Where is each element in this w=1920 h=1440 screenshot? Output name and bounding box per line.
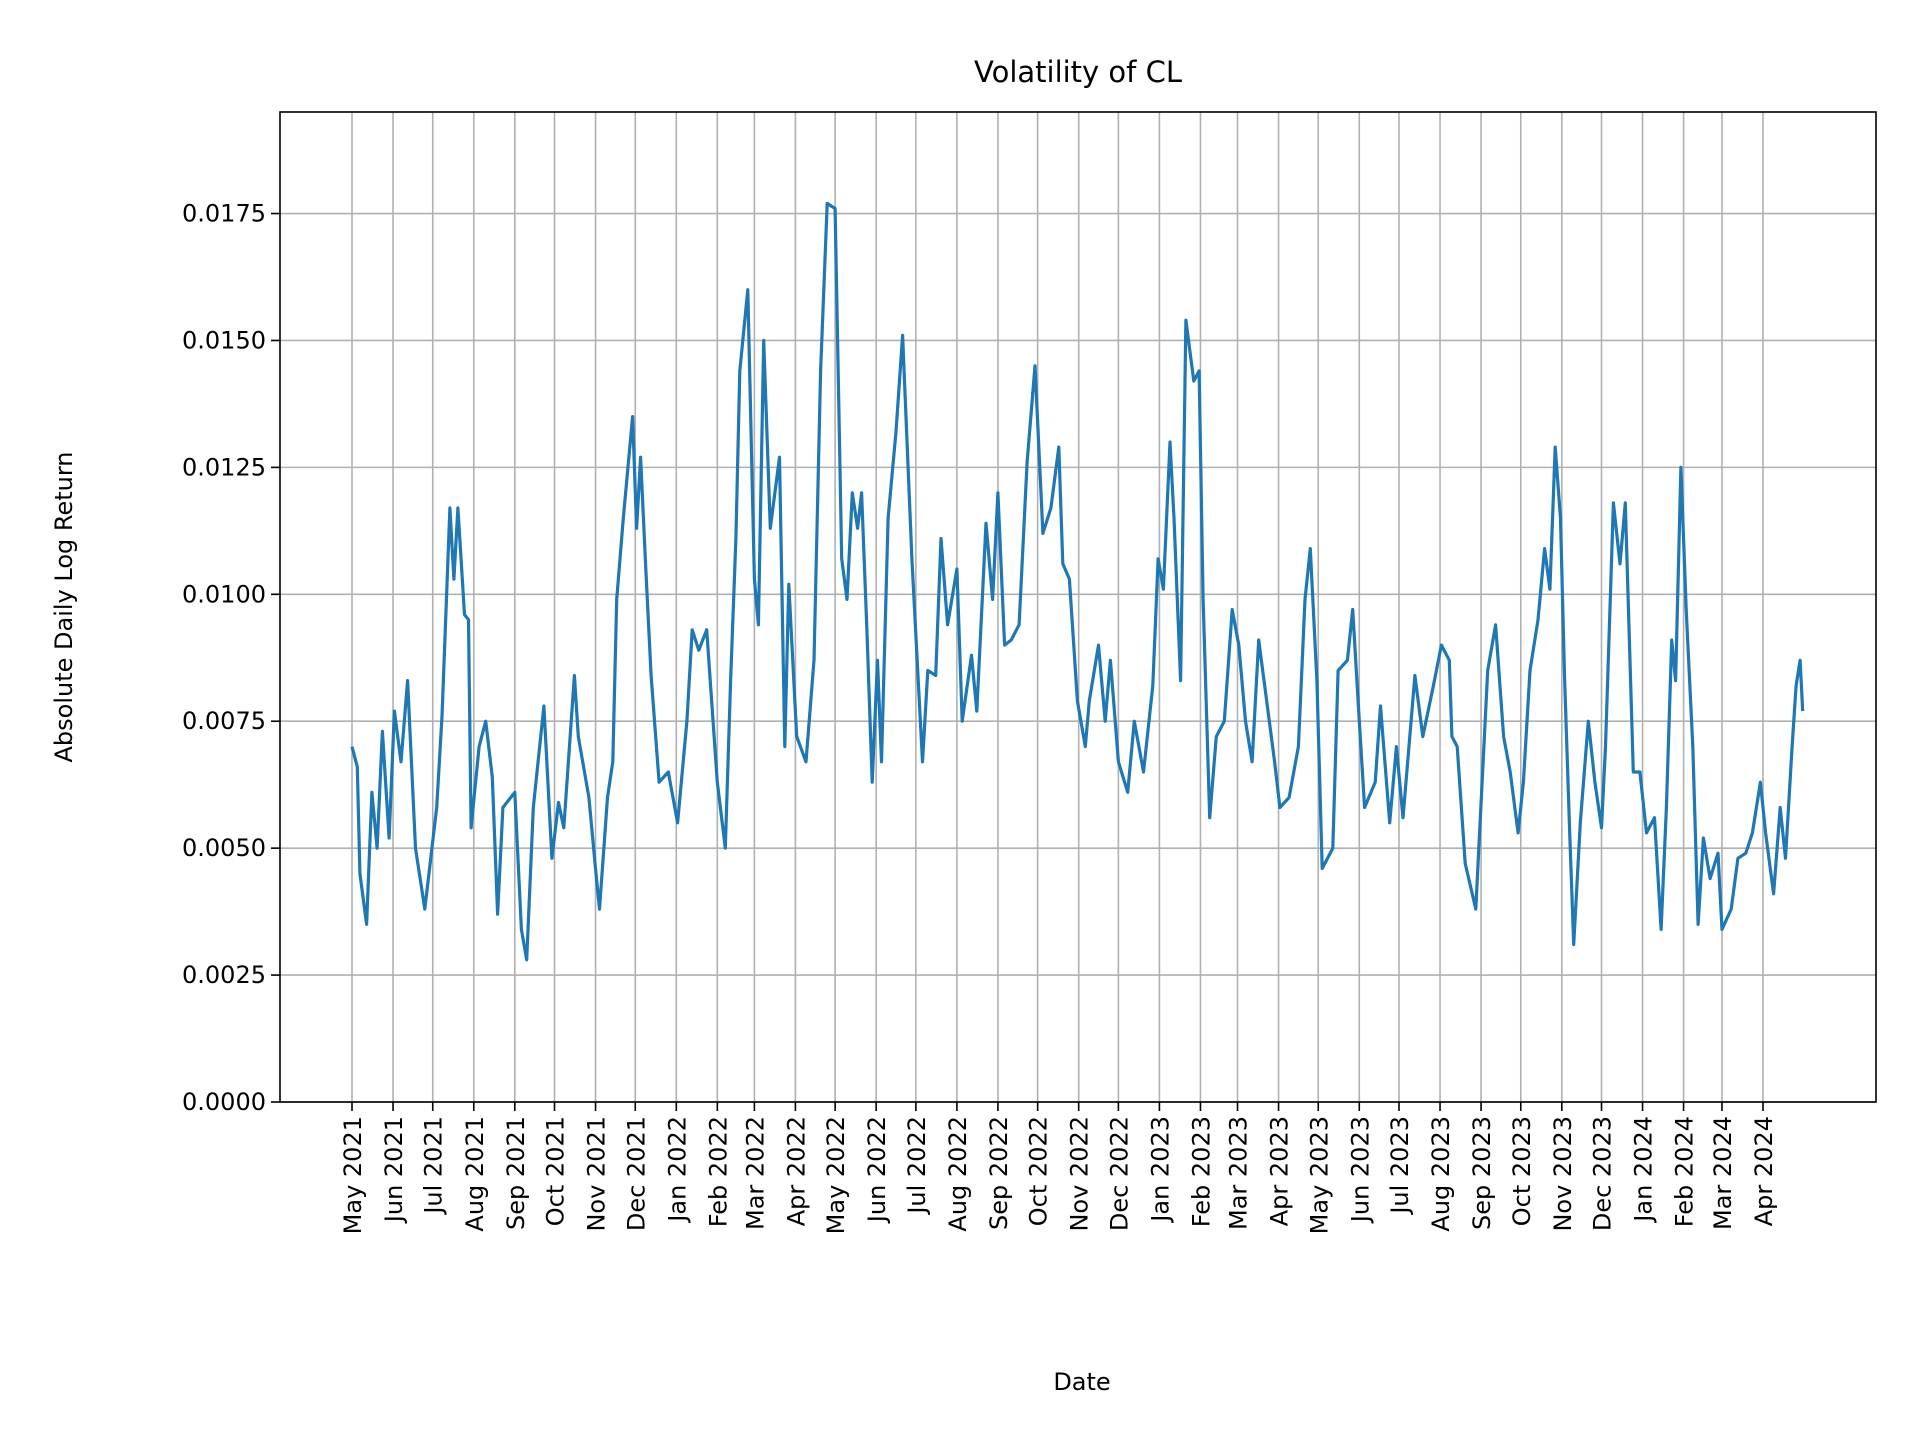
y-tick-label: 0.0000 — [182, 1088, 266, 1116]
y-tick-label: 0.0150 — [182, 326, 266, 354]
x-tick-label: Jul 2022 — [903, 1116, 931, 1216]
x-axis: May 2021 Jun 2021 Jul 2021 Aug 2021 Sep 2021… — [339, 1102, 1778, 1234]
x-tick-label: Jul 2023 — [1386, 1116, 1414, 1216]
x-tick-label: Oct 2021 — [542, 1116, 570, 1226]
y-axis: 0.0000 0.0025 0.0050 0.0075 0.0100 0.0125 0.01… — [182, 200, 280, 1116]
x-tick-label: Jun 2023 — [1346, 1116, 1374, 1224]
x-tick-label: May 2022 — [822, 1116, 850, 1234]
x-tick-label: Feb 2022 — [704, 1116, 732, 1227]
x-tick-label: Mar 2022 — [741, 1116, 769, 1230]
series — [350, 201, 1805, 962]
y-tick-label: 0.0075 — [182, 707, 266, 735]
x-tick-label: Dec 2023 — [1589, 1116, 1617, 1231]
x-tick-label: Nov 2022 — [1066, 1116, 1094, 1232]
x-tick-label: May 2023 — [1305, 1116, 1333, 1234]
x-tick-label: Sep 2023 — [1468, 1116, 1496, 1230]
x-tick-label: Feb 2023 — [1187, 1116, 1215, 1227]
x-tick-label: Aug 2021 — [461, 1116, 489, 1232]
y-tick-label: 0.0175 — [182, 200, 266, 228]
y-tick-label: 0.0050 — [182, 834, 266, 862]
x-tick-label: Jun 2022 — [863, 1116, 891, 1224]
x-axis-label: Date — [1053, 1368, 1110, 1396]
chart-title: Volatility of CL — [974, 55, 1182, 89]
x-tick-label: Dec 2022 — [1105, 1116, 1133, 1231]
y-tick-label: 0.0025 — [182, 961, 266, 989]
x-tick-label: Apr 2023 — [1266, 1116, 1294, 1226]
y-tick-label: 0.0125 — [182, 453, 266, 481]
x-tick-label: Jul 2021 — [420, 1116, 448, 1216]
x-tick-label: Oct 2023 — [1508, 1116, 1536, 1226]
x-tick-label: Mar 2024 — [1709, 1116, 1737, 1230]
x-tick-label: Aug 2022 — [944, 1116, 972, 1232]
y-axis-label: Absolute Daily Log Return — [50, 451, 78, 762]
x-tick-label: Oct 2022 — [1025, 1116, 1053, 1226]
x-tick-label: May 2021 — [339, 1116, 367, 1234]
x-tick-label: Apr 2024 — [1750, 1116, 1778, 1226]
x-tick-label: Aug 2023 — [1427, 1116, 1455, 1232]
x-tick-label: Sep 2022 — [985, 1116, 1013, 1230]
volatility-line — [350, 201, 1805, 962]
x-tick-label: Sep 2021 — [502, 1116, 530, 1230]
x-tick-label: Jan 2022 — [663, 1116, 691, 1224]
x-tick-label: Nov 2021 — [583, 1116, 611, 1232]
grid — [280, 112, 1876, 1103]
x-tick-label: Jan 2023 — [1146, 1116, 1174, 1224]
x-tick-label: Apr 2022 — [782, 1116, 810, 1226]
y-tick-label: 0.0100 — [182, 580, 266, 608]
x-tick-label: Feb 2024 — [1671, 1116, 1699, 1227]
x-tick-label: Jun 2021 — [380, 1116, 408, 1224]
x-tick-label: Nov 2023 — [1549, 1116, 1577, 1232]
x-tick-label: Mar 2023 — [1225, 1116, 1253, 1230]
x-tick-label: Jan 2024 — [1630, 1116, 1658, 1224]
x-tick-label: Dec 2021 — [622, 1116, 650, 1231]
